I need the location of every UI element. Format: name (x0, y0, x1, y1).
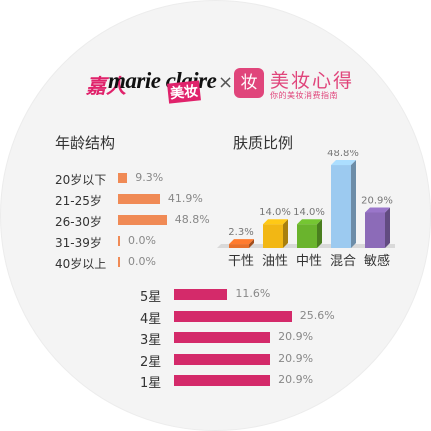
age-label: 20岁以下 (55, 173, 107, 187)
partner-logo-en: marie claire (108, 68, 217, 93)
rating-value-label: 25.6% (299, 308, 335, 322)
skin-value-label: 2.3% (228, 227, 253, 238)
age-row: 31-39岁 0.0% (55, 234, 215, 250)
rating-value-label: 20.9% (278, 351, 314, 365)
skin-chart: 2.3% 干性 14.0% 油性 14.0% 中性 48.8% 混合 20.9% 敏感 (217, 150, 395, 269)
age-value-label: 9.3% (135, 171, 164, 184)
age-row: 20岁以下 9.3% (55, 171, 215, 187)
app-slogan: 你的美妆消费指南 (270, 91, 338, 100)
skin-value-label: 48.8% (327, 150, 359, 159)
age-row: 21-25岁 41.9% (55, 192, 215, 208)
app-name: 美妆心得 (270, 70, 355, 92)
skin-bar-top (263, 219, 288, 225)
age-label: 31-39岁 (55, 236, 102, 250)
age-bar (118, 236, 120, 246)
rating-label: 2星 (140, 354, 162, 370)
rating-bar (174, 375, 271, 386)
rating-row: 5星 11.6% (140, 286, 380, 305)
rating-row: 2星 20.9% (140, 351, 380, 370)
rating-bar (174, 310, 292, 322)
age-value-label: 41.9% (167, 192, 203, 205)
skin-bar-top (331, 160, 356, 166)
rating-value-label: 20.9% (278, 373, 314, 386)
rating-bar (174, 353, 271, 365)
skin-category-label: 干性 (228, 254, 254, 269)
skin-category-label: 敏感 (364, 253, 390, 269)
skin-bar (263, 224, 283, 248)
rating-value-label: 11.6% (235, 287, 271, 300)
skin-bar-top (365, 207, 390, 213)
age-bar (118, 194, 160, 204)
partner-logo-cn: 嘉人 (86, 74, 126, 98)
age-bar (118, 257, 120, 267)
age-value-label: 48.8% (174, 213, 210, 226)
skin-category-label: 中性 (296, 254, 322, 269)
skin-bar (229, 244, 249, 248)
app-logo-icon: 妆 (234, 68, 264, 98)
skin-bar-top (229, 239, 254, 245)
skin-bar (297, 224, 317, 248)
skin-value-label: 20.9% (361, 195, 393, 206)
skin-value-label: 14.0% (293, 207, 325, 218)
rating-label: 5星 (140, 290, 162, 305)
skin-bar-side (385, 207, 390, 248)
rating-bar (174, 289, 228, 300)
age-row: 40岁以上 0.0% (55, 255, 215, 271)
skin-value-label: 14.0% (259, 207, 291, 218)
age-value-label: 0.0% (128, 255, 156, 268)
rating-label: 4星 (140, 311, 162, 327)
age-label: 40岁以上 (55, 257, 107, 271)
age-value-label: 0.0% (128, 234, 156, 247)
skin-bar-side (351, 160, 356, 248)
skin-category-label: 油性 (262, 254, 288, 269)
partner-logo-sub: 美妆 (167, 80, 201, 104)
age-bar (118, 173, 128, 183)
rating-bar (174, 332, 271, 343)
age-label: 21-25岁 (55, 194, 102, 208)
age-row: 26-30岁 48.8% (55, 213, 215, 229)
skin-bar-side (249, 239, 254, 248)
skin-bar-side (283, 219, 288, 248)
times-icon: × (218, 72, 234, 93)
skin-category-label: 混合 (330, 254, 356, 269)
rating-value-label: 20.9% (278, 330, 314, 343)
age-label: 26-30岁 (55, 215, 102, 229)
rating-label: 3星 (140, 333, 162, 348)
rating-row: 1星 20.9% (140, 372, 380, 391)
rating-label: 1星 (140, 376, 162, 391)
skin-bar (365, 212, 385, 248)
skin-bar-side (317, 219, 322, 248)
skin-chart-title: 肤质比例 (233, 134, 294, 152)
brand-header: 嘉人 marie claire 美妆 × 妆 美妆心得 你的美妆消费指南 (84, 66, 374, 106)
rating-row: 4星 25.6% (140, 308, 380, 327)
age-chart-title: 年龄结构 (55, 134, 116, 152)
skin-bar (331, 165, 351, 248)
age-bar (118, 215, 167, 225)
rating-row: 3星 20.9% (140, 329, 380, 348)
skin-bar-top (297, 219, 322, 225)
